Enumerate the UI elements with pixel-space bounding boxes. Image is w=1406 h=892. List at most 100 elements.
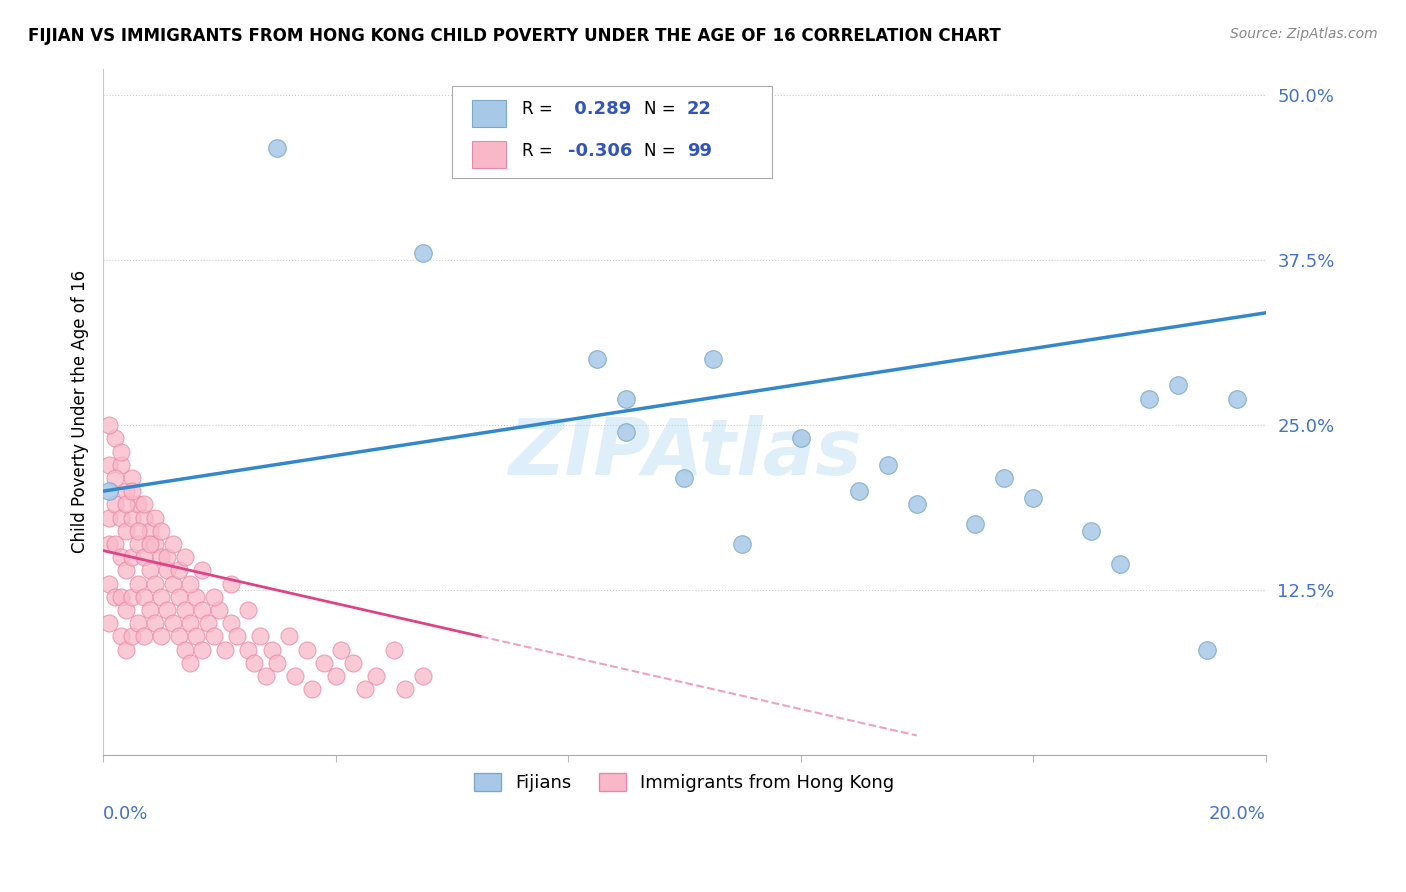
Point [295,642,318,657]
Point [219,616,242,631]
Point [173,550,195,565]
Point [325,669,347,683]
Point [127,616,149,631]
Point [197,616,219,631]
Point [905,497,928,511]
Point [312,656,335,670]
Point [614,425,637,439]
Point [191,642,214,657]
Point [132,497,155,511]
Point [586,352,609,367]
Point [1080,524,1102,538]
Point [110,629,132,643]
Point [121,550,143,565]
Point [167,590,190,604]
Point [110,550,132,565]
FancyBboxPatch shape [471,141,506,169]
Point [238,603,260,617]
Point [104,537,127,551]
Point [191,563,214,577]
Point [132,629,155,643]
Point [249,629,271,643]
Point [110,458,132,472]
Point [284,669,307,683]
Point [208,603,231,617]
Point [243,656,266,670]
Point [202,590,225,604]
Point [184,590,207,604]
Point [366,669,388,683]
Point [266,656,288,670]
Text: 0.289: 0.289 [568,101,631,119]
Text: 20.0%: 20.0% [1209,805,1265,823]
Point [127,537,149,551]
Point [394,682,416,697]
Point [127,524,149,538]
Text: N =: N = [644,142,681,160]
Point [145,510,167,524]
Point [412,246,434,260]
Point [97,537,120,551]
Point [121,629,143,643]
Point [104,590,127,604]
Point [260,642,283,657]
Point [121,510,143,524]
Point [184,629,207,643]
Point [342,656,364,670]
Point [382,642,405,657]
Point [121,471,143,485]
Point [97,576,120,591]
Point [97,616,120,631]
Point [330,642,353,657]
Point [156,550,179,565]
Text: 99: 99 [686,142,711,160]
Point [162,537,184,551]
Point [731,537,754,551]
Point [150,590,173,604]
Point [278,629,301,643]
Text: ZIPAtlas: ZIPAtlas [508,415,860,491]
Point [97,458,120,472]
Point [121,590,143,604]
Point [162,616,184,631]
Point [225,629,247,643]
Point [115,603,138,617]
Point [145,616,167,631]
Point [412,669,434,683]
Point [97,418,120,433]
Point [156,563,179,577]
Point [127,497,149,511]
Point [150,524,173,538]
Legend: Fijians, Immigrants from Hong Kong: Fijians, Immigrants from Hong Kong [465,764,904,801]
Point [97,484,120,499]
Point [138,537,160,551]
Point [97,510,120,524]
Point [179,616,201,631]
Point [848,484,870,499]
Text: 22: 22 [686,101,711,119]
Point [266,141,288,155]
Point [1225,392,1247,406]
Point [173,603,195,617]
Text: N =: N = [644,101,681,119]
Point [110,444,132,458]
Point [115,497,138,511]
Point [614,392,637,406]
Point [132,550,155,565]
Text: R =: R = [522,142,558,160]
Y-axis label: Child Poverty Under the Age of 16: Child Poverty Under the Age of 16 [72,270,89,553]
Point [115,484,138,499]
Point [167,563,190,577]
Point [162,576,184,591]
Point [1197,642,1219,657]
Point [219,576,242,591]
Point [145,537,167,551]
FancyBboxPatch shape [451,86,772,178]
Point [156,603,179,617]
Point [993,471,1015,485]
Point [254,669,277,683]
Point [702,352,724,367]
FancyBboxPatch shape [471,100,506,128]
Point [110,510,132,524]
Text: Source: ZipAtlas.com: Source: ZipAtlas.com [1230,27,1378,41]
